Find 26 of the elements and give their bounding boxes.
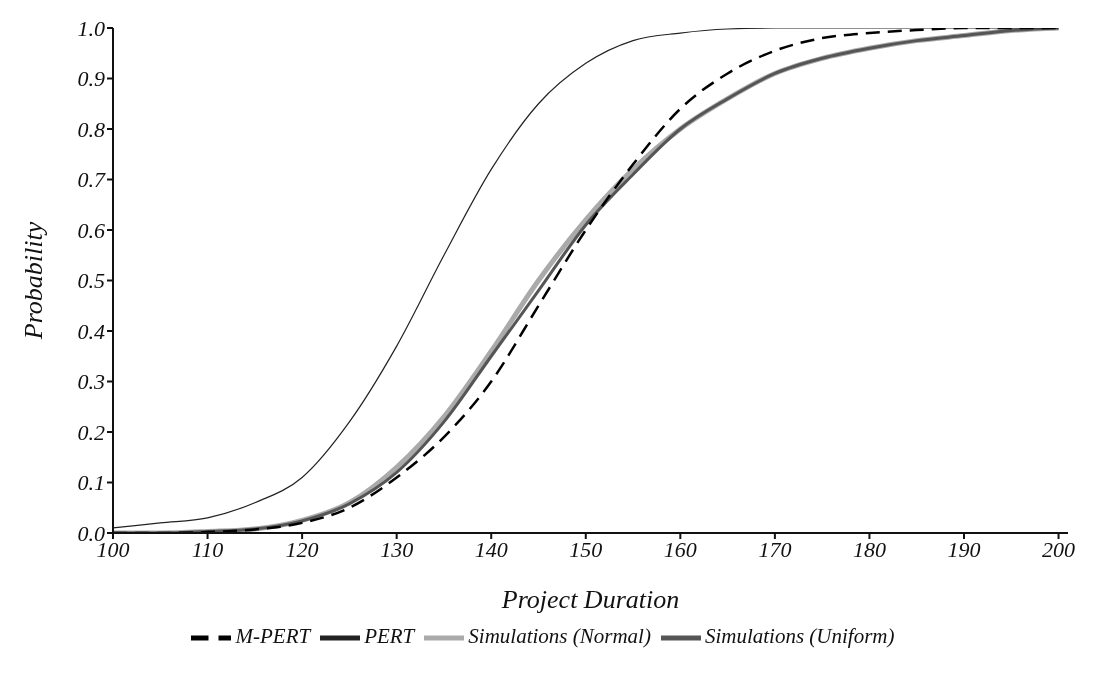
y-tick-label: 0.1 <box>77 470 105 496</box>
legend-label: M-PERT <box>235 623 311 648</box>
y-tick-label: 1.0 <box>77 15 105 41</box>
y-tick-label: 0.4 <box>77 318 105 344</box>
x-tick-label: 180 <box>852 536 886 562</box>
x-tick-label: 150 <box>569 536 603 562</box>
y-tick-label: 0.9 <box>77 66 105 92</box>
y-tick-label: 0.5 <box>77 268 105 294</box>
y-tick-label: 0.8 <box>77 116 105 142</box>
x-tick-label: 190 <box>947 536 981 562</box>
y-axis-title: Probability <box>19 221 49 341</box>
x-tick-label: 140 <box>474 536 508 562</box>
legend-label: Simulations (Normal) <box>468 623 651 648</box>
x-tick-label: 120 <box>285 536 319 562</box>
x-axis-title: Project Duration <box>500 585 680 614</box>
y-tick-label: 0.7 <box>77 167 106 193</box>
x-tick-label: 130 <box>380 536 414 562</box>
y-tick-label: 0.6 <box>77 217 105 243</box>
legend-label: Simulations (Uniform) <box>704 623 895 648</box>
x-tick-label: 200 <box>1042 536 1076 562</box>
x-tick-label: 110 <box>191 536 224 562</box>
x-tick-label: 170 <box>758 536 792 562</box>
y-tick-label: 0.3 <box>77 369 105 395</box>
x-tick-label: 160 <box>663 536 697 562</box>
legend-label: PERT <box>364 623 415 648</box>
y-tick-label: 0.2 <box>77 419 105 445</box>
